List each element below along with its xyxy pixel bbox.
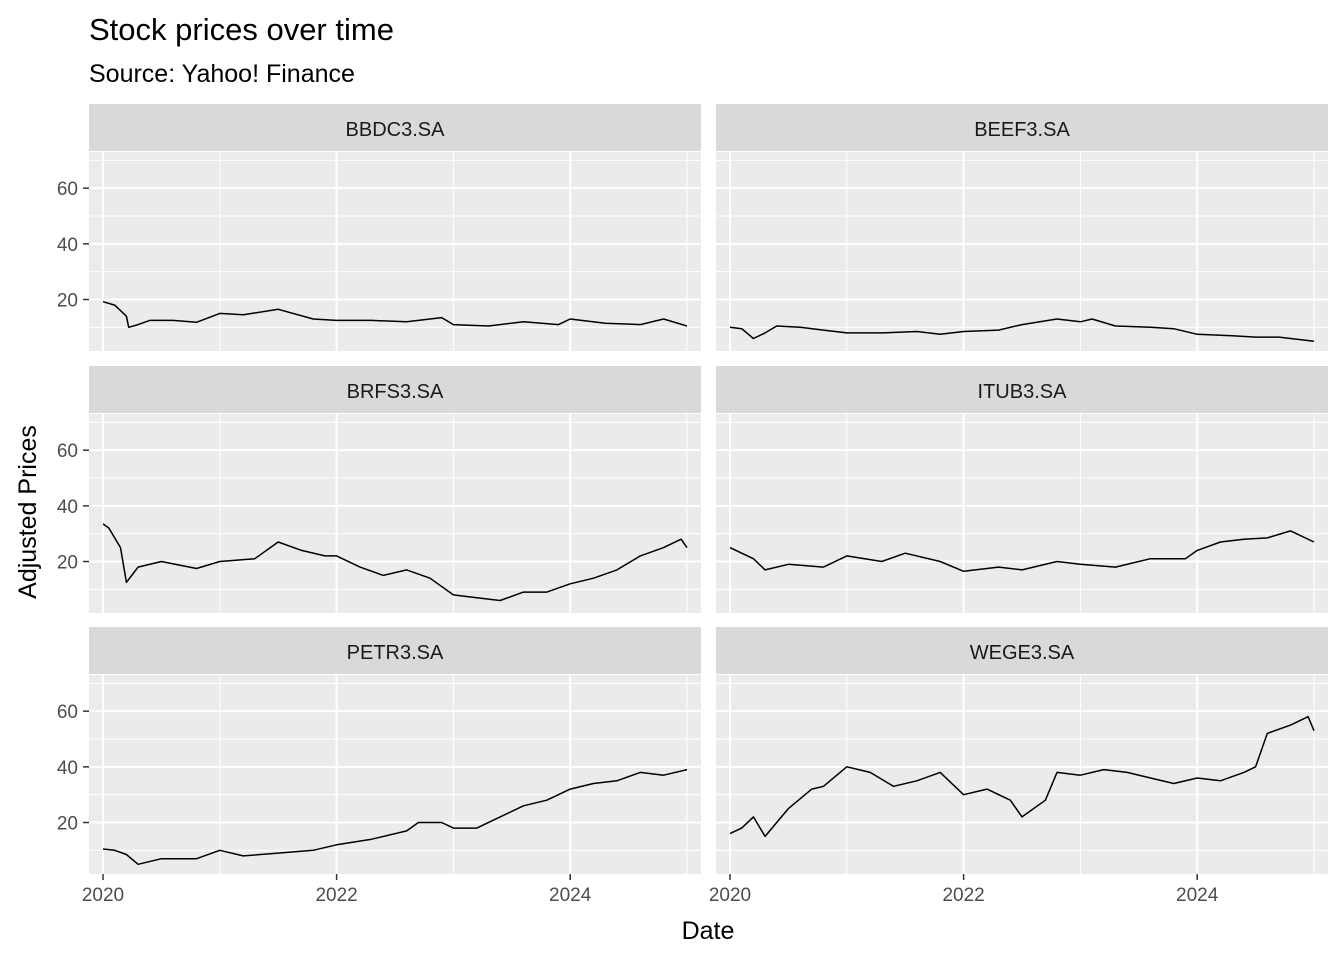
series-line bbox=[102, 768, 688, 866]
panel-strip-label: ITUB3.SA bbox=[978, 381, 1068, 403]
series-line bbox=[729, 530, 1315, 573]
panel-strip-label: WEGE3.SA bbox=[970, 642, 1075, 664]
panel-strip-label: PETR3.SA bbox=[347, 642, 444, 664]
panel-strip bbox=[716, 627, 1328, 674]
panel-strip-label: BBDC3.SA bbox=[346, 119, 446, 141]
panel-beef3-sa: BEEF3.SA bbox=[716, 104, 1328, 351]
series-line bbox=[102, 300, 688, 329]
panel-strip bbox=[89, 627, 701, 674]
panel-strip-label: BRFS3.SA bbox=[347, 381, 444, 403]
series-line bbox=[729, 715, 1315, 838]
panel-petr3-sa: PETR3.SA 20 40 60 2020 2022 2024 bbox=[57, 627, 701, 906]
panel-wege3-sa: WEGE3.SA 2020 2022 2024 bbox=[709, 627, 1328, 906]
x-tick-label: 2024 bbox=[549, 885, 592, 906]
series-line bbox=[729, 318, 1315, 343]
y-tick-label: 40 bbox=[57, 497, 78, 518]
x-tick-label: 2020 bbox=[82, 885, 124, 906]
y-axis-title: Adjusted Prices bbox=[14, 425, 42, 599]
panel-strip bbox=[89, 104, 701, 151]
x-tick-label: 2024 bbox=[1176, 885, 1219, 906]
panel-strip bbox=[716, 366, 1328, 413]
panel-background bbox=[89, 675, 701, 874]
x-tick-label: 2022 bbox=[942, 885, 984, 906]
panel-strip bbox=[716, 104, 1328, 151]
panel-background bbox=[89, 414, 701, 613]
panel-strip bbox=[89, 366, 701, 413]
panel-bbdc3-sa: BBDC3.SA 20 40 60 bbox=[57, 104, 701, 351]
panel-background bbox=[716, 152, 1328, 351]
panel-brfs3-sa: BRFS3.SA 20 40 60 bbox=[57, 366, 701, 613]
x-tick-label: 2022 bbox=[315, 885, 357, 906]
panel-background bbox=[716, 675, 1328, 874]
x-axis-title: Date bbox=[682, 917, 735, 945]
panel-background bbox=[89, 152, 701, 351]
y-tick-label: 20 bbox=[57, 814, 78, 835]
y-tick-label: 20 bbox=[57, 553, 78, 574]
chart-title: Stock prices over time bbox=[89, 12, 394, 47]
panel-itub3-sa: ITUB3.SA bbox=[716, 366, 1328, 613]
y-tick-label: 40 bbox=[57, 235, 78, 256]
y-tick-label: 60 bbox=[57, 441, 78, 462]
panel-background bbox=[716, 414, 1328, 613]
y-tick-label: 60 bbox=[57, 179, 78, 200]
y-tick-label: 60 bbox=[57, 702, 78, 723]
x-tick-label: 2020 bbox=[709, 885, 751, 906]
panel-strip-label: BEEF3.SA bbox=[974, 119, 1070, 141]
chart-subtitle: Source: Yahoo! Finance bbox=[89, 60, 355, 88]
y-tick-label: 40 bbox=[57, 758, 78, 779]
series-line bbox=[102, 523, 688, 602]
y-tick-label: 20 bbox=[57, 291, 78, 312]
